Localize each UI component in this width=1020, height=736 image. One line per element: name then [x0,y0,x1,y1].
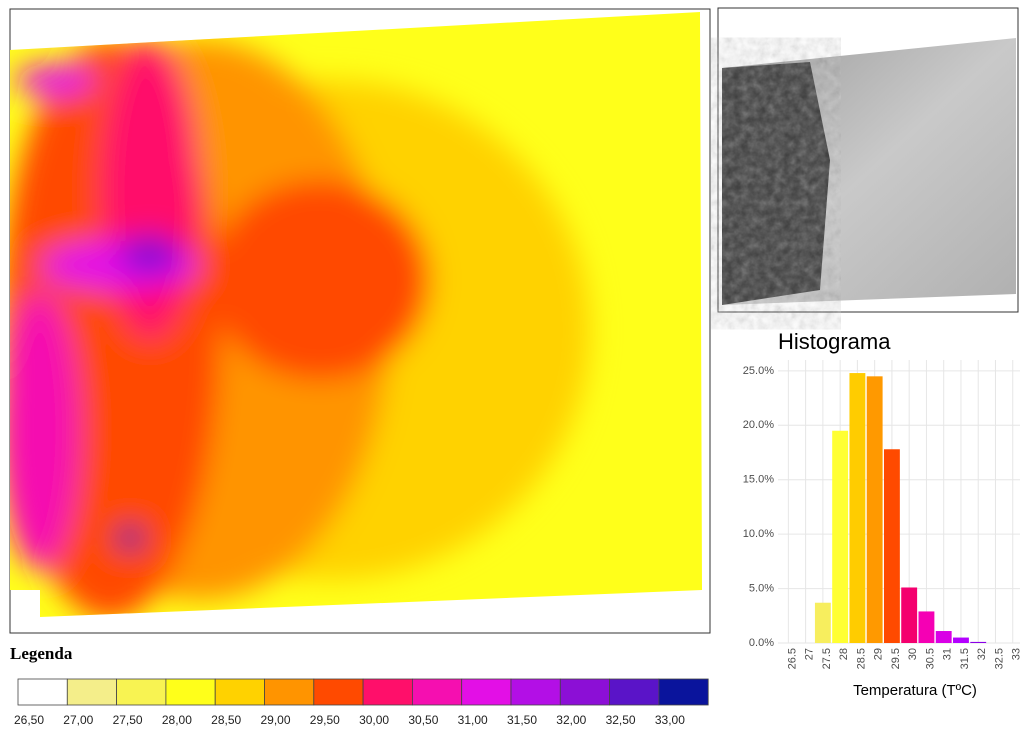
x-tick-label: 26.5 [786,648,798,669]
legend-label: 32,50 [606,713,636,727]
legend-label: 27,50 [113,713,143,727]
x-tick-label: 32.5 [993,648,1005,669]
x-tick-label: 31.5 [959,648,971,669]
y-tick-label: 20.0% [743,419,774,431]
x-tick-label: 32 [976,648,988,660]
x-tick-label: 28.5 [855,648,867,669]
chart-title: Histograma [778,329,891,354]
legend-swatch [411,678,463,706]
legend-label: 29,50 [310,713,340,727]
legend-swatch [165,678,216,706]
legend-swatch [264,678,315,706]
legend-swatch [559,678,610,706]
legend-label: 31,00 [458,713,488,727]
x-axis-title: Temperatura (TºC) [853,682,977,699]
bar [814,602,831,643]
photo-texture [722,62,830,305]
legend-title: Legenda [10,644,73,663]
x-tick-label: 27 [804,648,816,660]
legend-label: 29,00 [260,713,290,727]
legend-swatch [510,678,561,706]
legend-swatch [17,678,68,706]
bar [935,631,952,643]
y-tick-label: 15.0% [743,474,774,486]
legend-swatch [609,678,660,706]
legend-swatch [313,678,364,706]
y-tick-label: 5.0% [749,582,774,594]
bar [970,641,987,643]
legend-swatch [658,678,709,706]
legend-label: 33,00 [655,713,685,727]
bar [883,449,900,643]
legend-label: 27,00 [63,713,93,727]
x-tick-label: 30.5 [924,648,936,669]
legend-label: 31,50 [507,713,537,727]
x-tick-label: 29.5 [890,648,902,669]
legend-swatch [66,678,118,706]
legend-swatch [116,678,167,706]
bar [918,611,935,643]
legend-label: 30,50 [408,713,438,727]
bar [832,430,849,643]
legend-label: 28,50 [211,713,241,727]
x-tick-label: 29 [873,648,885,660]
bar [901,587,918,643]
legend-label: 30,00 [359,713,389,727]
bar [953,637,969,643]
legend-label: 28,00 [162,713,192,727]
legend-label: 32,00 [556,713,586,727]
x-tick-label: 28 [838,648,850,660]
bar [866,376,883,643]
thermal-map [10,12,702,617]
x-tick-label: 33 [1011,648,1020,660]
bar [849,373,866,643]
y-tick-label: 0.0% [749,637,774,649]
x-tick-label: 27.5 [821,648,833,669]
y-tick-label: 25.0% [743,365,774,377]
x-tick-label: 31 [942,648,954,660]
legend-swatch [461,678,512,706]
y-tick-label: 10.0% [743,528,774,540]
legend-label: 26,50 [14,713,44,727]
legend-swatch [362,678,413,706]
x-tick-label: 30 [907,648,919,660]
legend-swatch [214,678,265,706]
